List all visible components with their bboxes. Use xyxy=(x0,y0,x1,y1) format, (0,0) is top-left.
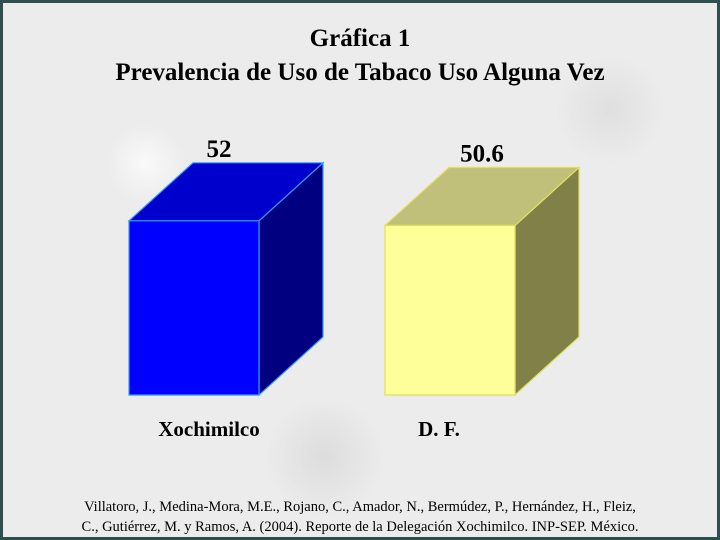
value-label-1: 50.6 xyxy=(460,140,504,167)
slide-frame: Gráfica 1 Prevalencia de Uso de Tabaco U… xyxy=(3,3,717,537)
source-line-2: C., Gutiérrez, M. y Ramos, A. (2004). Re… xyxy=(81,519,639,535)
category-label-0: Xochimilco xyxy=(158,417,259,441)
category-label-1: D. F. xyxy=(418,417,460,441)
bar-chart: 52 Xochimilco 50.6 D. F. xyxy=(127,136,581,441)
source-citation: Villatoro, J., Medina-Mora, M.E., Rojano… xyxy=(23,497,697,537)
bar-front-1 xyxy=(384,224,516,396)
source-line-1: Villatoro, J., Medina-Mora, M.E., Rojano… xyxy=(84,499,636,515)
bar-front-0 xyxy=(128,220,260,396)
chart-subtitle: Prevalencia de Uso de Tabaco Uso Alguna … xyxy=(115,59,605,86)
value-label-0: 52 xyxy=(207,136,232,163)
chart-title: Gráfica 1 xyxy=(309,25,411,52)
